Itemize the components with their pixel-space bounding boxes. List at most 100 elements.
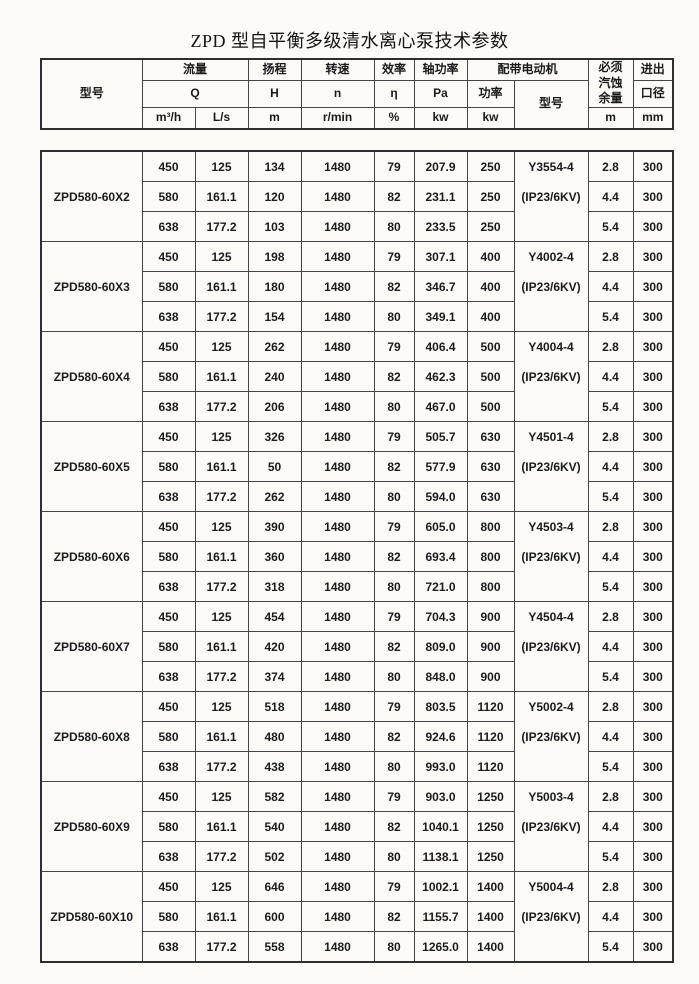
value-cell: 161.1: [194, 901, 249, 932]
value-cell: 646: [247, 871, 302, 902]
value-cell: 82: [373, 901, 415, 932]
npsh-value-cell: 2.8: [587, 421, 634, 452]
spec-row: 580 161.1 50 1480 82 577.9 630 4.4 300: [41, 451, 674, 482]
col-header-port-line2: 口径: [632, 80, 674, 108]
value-cell: 250: [466, 150, 515, 182]
value-cell: 80: [373, 931, 415, 963]
spec-row: ZPD580-60X2 450 125 134 1480 79 207.9 250 Y3554-…: [40, 150, 674, 242]
col-unit-speed: r/min: [300, 106, 375, 130]
value-cell: 125: [194, 241, 249, 272]
value-cell: 450: [141, 781, 196, 812]
port-value-cell: 300: [632, 751, 674, 782]
value-cell: 400: [466, 241, 515, 272]
value-cell: 79: [373, 691, 415, 722]
value-cell: 594.0: [413, 481, 468, 512]
value-cell: 630: [466, 421, 515, 452]
value-cell: 438: [247, 751, 302, 782]
header-row-3: m³/h L/s m r/min % kw kw m mm: [41, 106, 674, 130]
value-cell: 250: [466, 211, 515, 242]
npsh-value-cell: 4.4: [587, 811, 634, 842]
spec-row: 580 161.1 600 1480 82 1155.7 1400 4.4 300: [41, 901, 674, 932]
value-cell: 79: [373, 601, 415, 632]
pump-model-cell: ZPD580-60X10: [40, 871, 143, 963]
value-cell: 809.0: [413, 631, 468, 662]
port-value-cell: 300: [632, 421, 674, 452]
port-value-cell: 300: [632, 391, 674, 422]
port-value-cell: 300: [632, 451, 674, 482]
value-cell: 79: [373, 421, 415, 452]
value-cell: 125: [194, 601, 249, 632]
value-cell: 79: [373, 150, 415, 182]
value-cell: 500: [466, 391, 515, 422]
col-unit-npsh: m: [587, 106, 634, 130]
value-cell: 450: [141, 601, 196, 632]
value-cell: 721.0: [413, 571, 468, 602]
value-cell: 82: [373, 451, 415, 482]
col-header-shaft-power: 轴功率: [413, 58, 468, 81]
value-cell: 1250: [466, 811, 515, 842]
value-cell: 80: [373, 571, 415, 602]
value-cell: 262: [247, 481, 302, 512]
pump-model-cell: ZPD580-60X5: [40, 421, 143, 512]
col-symbol-flow: Q: [141, 80, 249, 108]
value-cell: 1480: [300, 331, 375, 362]
value-cell: 80: [373, 751, 415, 782]
value-cell: 82: [373, 721, 415, 752]
motor-model-cell: Y4501-4 (IP23/6KV): [513, 421, 589, 512]
motor-model-line: Y5002-4: [528, 700, 574, 714]
spec-row: 638 177.2 374 1480 80 848.0 900 5.4 300: [41, 661, 674, 692]
value-cell: 80: [373, 481, 415, 512]
port-value-cell: 300: [632, 721, 674, 752]
value-cell: 1155.7: [413, 901, 468, 932]
value-cell: 154: [247, 301, 302, 332]
npsh-value-cell: 5.4: [587, 391, 634, 422]
value-cell: 240: [247, 361, 302, 392]
port-value-cell: 300: [632, 691, 674, 722]
col-header-flow: 流量: [141, 58, 249, 81]
port-value-cell: 300: [632, 661, 674, 692]
value-cell: 50: [247, 451, 302, 482]
motor-model-cell: Y4503-4 (IP23/6KV): [513, 511, 589, 602]
value-cell: 638: [141, 751, 196, 782]
value-cell: 82: [373, 811, 415, 842]
npsh-value-cell: 4.4: [587, 181, 634, 212]
value-cell: 467.0: [413, 391, 468, 422]
value-cell: 1480: [300, 301, 375, 332]
col-header-motor-power: 功率: [466, 80, 515, 108]
value-cell: 120: [247, 181, 302, 212]
value-cell: 177.2: [194, 661, 249, 692]
value-cell: 1480: [300, 511, 375, 542]
port-value-cell: 300: [632, 181, 674, 212]
value-cell: 134: [247, 150, 302, 182]
value-cell: 630: [466, 451, 515, 482]
motor-model-line: Y4002-4: [528, 250, 574, 264]
motor-spec-line: (IP23/6KV): [521, 910, 581, 924]
col-symbol-efficiency: η: [373, 80, 415, 108]
value-cell: 605.0: [413, 511, 468, 542]
value-cell: 198: [247, 241, 302, 272]
value-cell: 79: [373, 331, 415, 362]
spec-row: 580 161.1 360 1480 82 693.4 800 4.4 300: [41, 541, 674, 572]
value-cell: 582: [247, 781, 302, 812]
npsh-value-cell: 2.8: [587, 871, 634, 902]
value-cell: 580: [141, 631, 196, 662]
value-cell: 79: [373, 241, 415, 272]
value-cell: 800: [466, 571, 515, 602]
value-cell: 1480: [300, 211, 375, 242]
motor-model-cell: Y4504-4 (IP23/6KV): [513, 601, 589, 692]
npsh-value-cell: 2.8: [587, 241, 634, 272]
value-cell: 177.2: [194, 391, 249, 422]
port-value-cell: 300: [632, 811, 674, 842]
motor-model-line: Y4504-4: [528, 610, 574, 624]
spec-row: ZPD580-60X8 450 125 518 1480 79 803.5 1120 Y5002…: [40, 691, 674, 782]
value-cell: 250: [466, 181, 515, 212]
value-cell: 79: [373, 871, 415, 902]
value-cell: 480: [247, 721, 302, 752]
value-cell: 161.1: [194, 451, 249, 482]
port-value-cell: 300: [632, 871, 674, 902]
col-unit-head: m: [247, 106, 302, 130]
npsh-value-cell: 4.4: [587, 721, 634, 752]
spec-row: ZPD580-60X6 450 125 390 1480 79 605.0 800 Y4503-…: [40, 511, 674, 602]
value-cell: 848.0: [413, 661, 468, 692]
